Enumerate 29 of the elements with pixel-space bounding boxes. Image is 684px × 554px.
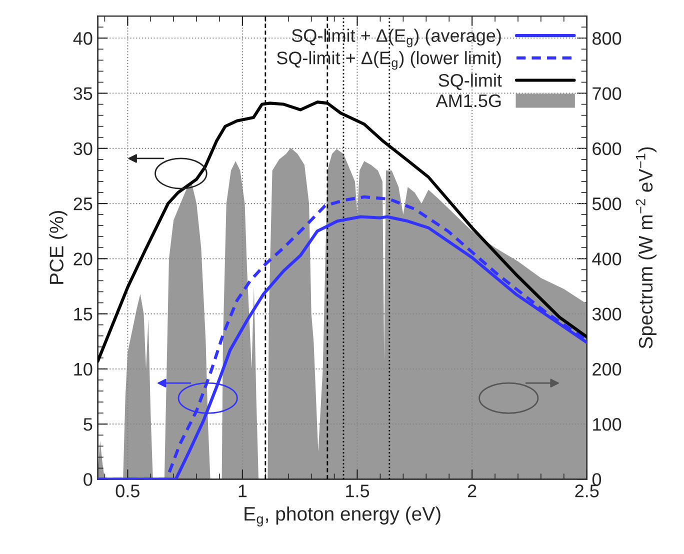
y2-tick-label: 700 xyxy=(592,87,622,100)
x-tick-label: 1 xyxy=(238,484,247,498)
y2-tick-label: 600 xyxy=(592,142,622,156)
y2-axis-title: Spectrum (W m$^{−2}$ eV$^{−1}$) xyxy=(636,147,656,348)
y2-tick-label: 800 xyxy=(592,32,622,45)
y-tick-label: 30 xyxy=(74,142,92,156)
legend-label: SQ-limit + Δ(E$_{g}$) (lower limit) xyxy=(276,51,501,70)
legend-label: SQ-limit xyxy=(438,73,502,90)
y2-tick-label: 500 xyxy=(592,197,622,210)
y-tick-label: 15 xyxy=(74,308,92,321)
y-tick-label: 40 xyxy=(73,32,92,45)
x-tick-label: 2.5 xyxy=(575,484,599,498)
y-tick-label: 35 xyxy=(74,87,92,100)
y-tick-label: 20 xyxy=(74,252,92,266)
y2-tick-label: 300 xyxy=(592,308,622,321)
legend-label: SQ-limit + Δ(E$_{g}$) (average) xyxy=(292,28,501,48)
y-axis-title: PCE (%) xyxy=(49,211,68,284)
y2-tick-label: 100 xyxy=(593,418,622,431)
x-tick-label: 0.5 xyxy=(116,484,140,498)
y-tick-label: 25 xyxy=(74,197,92,210)
y-tick-label: 0 xyxy=(84,473,92,486)
x-axis-title: E$_{g}$, photon energy (eV) xyxy=(244,506,440,526)
y2-tick-label: 200 xyxy=(592,362,622,376)
y-tick-label: 10 xyxy=(74,362,92,376)
legend-label: AM1.5G xyxy=(436,94,501,108)
x-tick-label: 1.5 xyxy=(346,484,370,498)
x-tick-label: 2 xyxy=(468,484,476,498)
y2-tick-label: 400 xyxy=(592,252,622,266)
y-tick-label: 5 xyxy=(84,418,92,431)
